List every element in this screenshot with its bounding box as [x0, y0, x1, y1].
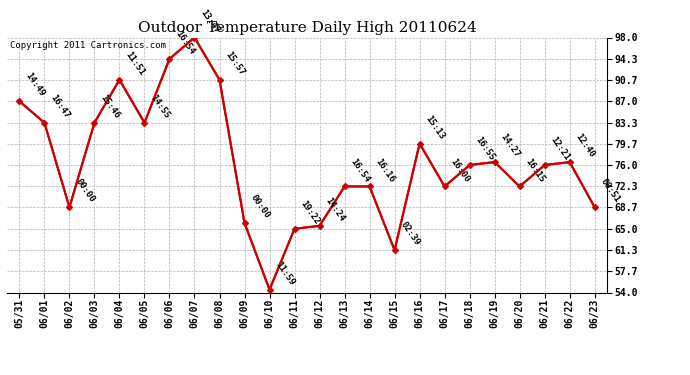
Text: 11:59: 11:59 [274, 260, 297, 287]
Text: Copyright 2011 Cartronics.com: Copyright 2011 Cartronics.com [10, 41, 166, 50]
Text: 14:24: 14:24 [324, 196, 346, 223]
Text: 16:54: 16:54 [348, 156, 371, 184]
Text: 15:13: 15:13 [424, 114, 446, 141]
Text: 14:27: 14:27 [499, 132, 522, 159]
Text: 11:51: 11:51 [124, 50, 146, 77]
Text: 13:47: 13:47 [199, 8, 221, 35]
Text: 12:40: 12:40 [574, 132, 597, 159]
Text: 15:57: 15:57 [224, 50, 246, 77]
Text: 16:16: 16:16 [374, 156, 397, 184]
Text: 00:00: 00:00 [248, 193, 271, 220]
Text: 16:47: 16:47 [48, 93, 71, 120]
Text: 16:54: 16:54 [174, 29, 197, 56]
Text: 16:55: 16:55 [474, 135, 497, 162]
Text: 19:22: 19:22 [299, 199, 322, 226]
Text: 00:00: 00:00 [74, 177, 97, 204]
Text: 16:15: 16:15 [524, 156, 546, 184]
Text: 08:51: 08:51 [599, 177, 622, 204]
Text: 02:39: 02:39 [399, 220, 422, 248]
Text: 12:21: 12:21 [549, 135, 571, 162]
Text: 14:49: 14:49 [23, 71, 46, 99]
Title: Outdoor Temperature Daily High 20110624: Outdoor Temperature Daily High 20110624 [138, 21, 476, 35]
Text: 16:00: 16:00 [448, 156, 471, 184]
Text: 15:46: 15:46 [99, 93, 121, 120]
Text: 14:55: 14:55 [148, 93, 171, 120]
